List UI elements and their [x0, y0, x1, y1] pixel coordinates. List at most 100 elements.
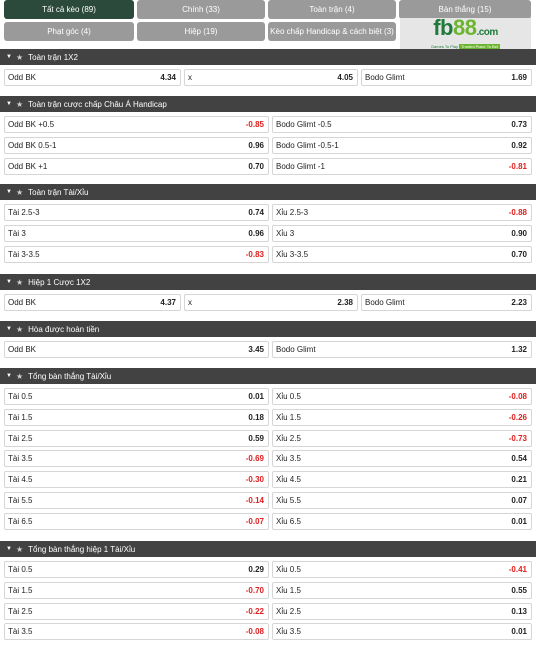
- market-header[interactable]: ▼ ★ Toàn trận cược chấp Châu Á Handicap: [0, 96, 536, 112]
- odds-cell-away[interactable]: Xỉu 2.5 -0.73: [272, 430, 532, 447]
- collapse-arrow-icon[interactable]: ▼: [6, 279, 12, 285]
- star-icon[interactable]: ★: [15, 324, 24, 334]
- odds-cell-home[interactable]: Tài 4.5 -0.30: [4, 471, 269, 488]
- tab-full-match[interactable]: Toàn trận (4): [268, 0, 396, 19]
- odds-cell-home[interactable]: Odd BK 0.5-1 0.96: [4, 137, 269, 154]
- odds-value: 0.01: [248, 392, 264, 401]
- odds-cell-away[interactable]: Xỉu 1.5 0.55: [272, 582, 532, 599]
- odds-value: -0.07: [245, 517, 264, 526]
- odds-value: 0.96: [248, 141, 264, 150]
- odds-cell-away[interactable]: Xỉu 3.5 0.54: [272, 450, 532, 467]
- star-icon[interactable]: ★: [15, 277, 24, 287]
- odds-cell-away[interactable]: Bodo Glimt 1.32: [272, 341, 532, 358]
- selection-label: Bodo Glimt: [365, 73, 405, 82]
- collapse-arrow-icon[interactable]: ▼: [6, 326, 12, 332]
- tab-main[interactable]: Chính (33): [137, 0, 265, 19]
- selection-label: Bodo Glimt -0.5: [276, 120, 332, 129]
- odds-cell-away[interactable]: Bodo Glimt -0.5-1 0.92: [272, 137, 532, 154]
- odds-cell-home[interactable]: Tài 6.5 -0.07: [4, 513, 269, 530]
- odds-row: Odd BK 3.45 Bodo Glimt 1.32: [4, 341, 532, 358]
- market-header[interactable]: ▼ ★ Toàn trận Tài/Xỉu: [0, 184, 536, 200]
- odds-cell-home[interactable]: Tài 1.5 -0.70: [4, 582, 269, 599]
- odds-value: 0.21: [511, 475, 527, 484]
- market-header[interactable]: ▼ ★ Toàn trận 1X2: [0, 49, 536, 65]
- odds-cell-home[interactable]: Tài 3.5 -0.69: [4, 450, 269, 467]
- star-icon[interactable]: ★: [15, 52, 24, 62]
- odds-cell-home[interactable]: Tài 3.5 -0.08: [4, 623, 269, 640]
- market-title: Toàn trận Tài/Xỉu: [28, 187, 89, 197]
- odds-cell-home[interactable]: Odd BK 3.45: [4, 341, 269, 358]
- selection-label: Xỉu 3.5: [276, 627, 301, 636]
- odds-cell-away[interactable]: Bodo Glimt 2.23: [361, 294, 532, 311]
- selection-label: Xỉu 3: [276, 229, 295, 238]
- collapse-arrow-icon[interactable]: ▼: [6, 54, 12, 60]
- selection-label: Xỉu 0.5: [276, 392, 301, 401]
- odds-cell-home[interactable]: Odd BK +0.5 -0.85: [4, 116, 269, 133]
- odds-cell-away[interactable]: Xỉu 3.5 0.01: [272, 623, 532, 640]
- tab-goals[interactable]: Bàn thắng (15): [399, 0, 531, 19]
- odds-value: 0.70: [248, 162, 264, 171]
- odds-cell-home[interactable]: Tài 3 0.96: [4, 225, 269, 242]
- odds-cell-home[interactable]: Tài 1.5 0.18: [4, 409, 269, 426]
- odds-cell-home[interactable]: Tài 5.5 -0.14: [4, 492, 269, 509]
- collapse-arrow-icon[interactable]: ▼: [6, 546, 12, 552]
- odds-cell-home[interactable]: Tài 3-3.5 -0.83: [4, 246, 269, 263]
- market-header[interactable]: ▼ ★ Hiệp 1 Cược 1X2: [0, 274, 536, 290]
- odds-value: -0.81: [508, 162, 527, 171]
- odds-cell-away[interactable]: Xỉu 2.5 0.13: [272, 603, 532, 620]
- odds-cell-away[interactable]: Bodo Glimt -1 -0.81: [272, 158, 532, 175]
- odds-cell-home[interactable]: Odd BK 4.37: [4, 294, 181, 311]
- collapse-arrow-icon[interactable]: ▼: [6, 189, 12, 195]
- star-icon[interactable]: ★: [15, 99, 24, 109]
- selection-label: Xỉu 3.5: [276, 454, 301, 463]
- tab-corners[interactable]: Phạt góc (4): [4, 22, 134, 41]
- selection-label: Tài 5.5: [8, 496, 33, 505]
- odds-cell-home[interactable]: Tài 2.5 0.59: [4, 430, 269, 447]
- odds-cell-away[interactable]: Xỉu 0.5 -0.41: [272, 561, 532, 578]
- odds-value: 4.34: [160, 73, 176, 82]
- odds-value: -0.41: [508, 565, 527, 574]
- odds-cell-away[interactable]: Bodo Glimt 1.69: [361, 69, 532, 86]
- tab-halves[interactable]: Hiệp (19): [137, 22, 265, 41]
- odds-value: -0.70: [245, 586, 264, 595]
- collapse-arrow-icon[interactable]: ▼: [6, 101, 12, 107]
- market-title: Tổng bàn thắng Tài/Xỉu: [28, 371, 112, 381]
- market-header[interactable]: ▼ ★ Hòa được hoàn tiền: [0, 321, 536, 337]
- odds-cell-away[interactable]: Xỉu 0.5 -0.08: [272, 388, 532, 405]
- selection-label: Odd BK +0.5: [8, 120, 55, 129]
- market-title: Tổng bàn thắng hiệp 1 Tài/Xỉu: [28, 544, 136, 554]
- star-icon[interactable]: ★: [15, 187, 24, 197]
- odds-row: Tài 6.5 -0.07 Xỉu 6.5 0.01: [4, 513, 532, 530]
- odds-cell-away[interactable]: Xỉu 6.5 0.01: [272, 513, 532, 530]
- odds-cell-home[interactable]: Odd BK 4.34: [4, 69, 181, 86]
- odds-cell-away[interactable]: Xỉu 4.5 0.21: [272, 471, 532, 488]
- odds-cell-home[interactable]: Tài 0.5 0.01: [4, 388, 269, 405]
- fb88-logo[interactable]: fb88.com Games To Play Trusted Place To …: [400, 17, 531, 49]
- odds-cell-draw[interactable]: x 4.05: [184, 69, 358, 86]
- collapse-arrow-icon[interactable]: ▼: [6, 373, 12, 379]
- odds-value: 0.07: [511, 496, 527, 505]
- tab-handicap-margin[interactable]: Kèo chấp Handicap & cách biệt (3): [268, 22, 396, 41]
- odds-cell-draw[interactable]: x 2.38: [184, 294, 358, 311]
- star-icon[interactable]: ★: [15, 371, 24, 381]
- odds-cell-home[interactable]: Odd BK +1 0.70: [4, 158, 269, 175]
- selection-label: Xỉu 2.5-3: [276, 208, 309, 217]
- selection-label: Tài 0.5: [8, 565, 33, 574]
- odds-value: 0.29: [248, 565, 264, 574]
- selection-label: x: [188, 298, 192, 307]
- market-header[interactable]: ▼ ★ Tổng bàn thắng Tài/Xỉu: [0, 368, 536, 384]
- star-icon[interactable]: ★: [15, 544, 24, 554]
- odds-cell-away[interactable]: Xỉu 3 0.90: [272, 225, 532, 242]
- odds-cell-away[interactable]: Xỉu 1.5 -0.26: [272, 409, 532, 426]
- market-header[interactable]: ▼ ★ Tổng bàn thắng hiệp 1 Tài/Xỉu: [0, 541, 536, 557]
- odds-cell-away[interactable]: Bodo Glimt -0.5 0.73: [272, 116, 532, 133]
- odds-cell-home[interactable]: Tài 0.5 0.29: [4, 561, 269, 578]
- odds-cell-away[interactable]: Xỉu 3-3.5 0.70: [272, 246, 532, 263]
- odds-row: Odd BK +1 0.70 Bodo Glimt -1 -0.81: [4, 158, 532, 175]
- odds-cell-home[interactable]: Tài 2.5 -0.22: [4, 603, 269, 620]
- tab-all-markets[interactable]: Tất cả kèo (89): [4, 0, 134, 19]
- odds-cell-away[interactable]: Xỉu 2.5-3 -0.88: [272, 204, 532, 221]
- odds-cell-home[interactable]: Tài 2.5-3 0.74: [4, 204, 269, 221]
- selection-label: Bodo Glimt -0.5-1: [276, 141, 339, 150]
- odds-cell-away[interactable]: Xỉu 5.5 0.07: [272, 492, 532, 509]
